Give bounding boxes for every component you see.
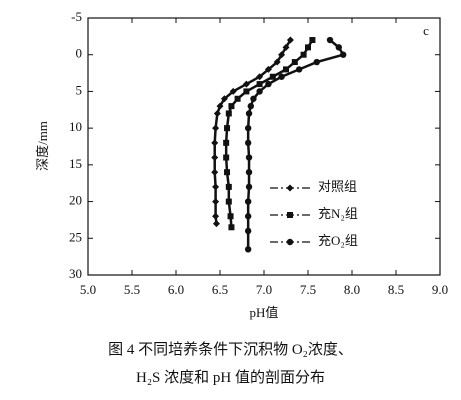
data-point [264, 65, 272, 73]
data-point [300, 51, 307, 58]
x-tick-label: 5.0 [80, 282, 96, 297]
data-point [212, 198, 220, 206]
data-point [224, 169, 231, 176]
data-point [250, 95, 257, 102]
data-point [227, 213, 234, 220]
x-tick-label: 7.5 [300, 282, 316, 297]
data-point [309, 37, 316, 44]
chart: c pH值 深度/mm 5.0 5.5 6.0 6.5 7.0 7.5 8.0 8.5 9.0 -… [35, 9, 448, 320]
data-point [269, 73, 276, 80]
data-point [244, 124, 252, 132]
legend-label: 对照组 [318, 179, 357, 194]
x-tick-label: 8.0 [344, 282, 360, 297]
data-point [291, 59, 298, 66]
data-point [242, 80, 250, 88]
data-point [273, 58, 281, 66]
data-point [212, 124, 220, 132]
data-point [220, 95, 228, 103]
data-point [245, 110, 253, 117]
data-point [223, 139, 230, 146]
y-tick-label: -5 [71, 9, 82, 24]
data-point [216, 102, 224, 110]
data-point [340, 51, 347, 58]
data-point [244, 246, 252, 253]
y-tick-label: 10 [69, 119, 82, 134]
data-point [228, 224, 235, 231]
data-point [247, 102, 254, 110]
plot-frame [87, 17, 441, 276]
caption-line: H₂S 浓度和 pH 值的剖面分布 [136, 370, 325, 386]
data-point [244, 139, 252, 147]
data-point [256, 81, 263, 88]
legend-marker [286, 184, 294, 192]
data-point [296, 66, 303, 73]
x-tick-label: 8.5 [388, 282, 404, 297]
data-point [326, 36, 334, 44]
data-point [256, 88, 263, 95]
x-axis-label: pH值 [250, 305, 279, 320]
data-point [234, 95, 241, 102]
data-point [335, 44, 342, 51]
data-point [244, 198, 252, 205]
panel-label: c [423, 23, 429, 38]
data-point [224, 125, 231, 132]
data-point [229, 87, 237, 95]
data-point [245, 169, 253, 176]
x-tick-label: 9.0 [432, 282, 448, 297]
data-point [212, 212, 220, 220]
data-point [244, 227, 252, 235]
data-point [212, 220, 220, 228]
data-point [256, 73, 264, 81]
data-point [305, 44, 311, 51]
data-point [265, 80, 272, 88]
y-axis-label: 深度/mm [35, 121, 50, 171]
legend-label: 充N₂组 [318, 206, 358, 221]
data-point [228, 103, 235, 110]
data-point [225, 198, 232, 205]
y-tick-label: 20 [69, 193, 82, 208]
legend-marker [287, 212, 293, 218]
data-point [243, 88, 250, 95]
x-tick-label: 5.5 [124, 282, 140, 297]
legend-label: 充O₂组 [318, 233, 358, 248]
x-tick-label: 6.0 [168, 282, 184, 297]
data-point [278, 51, 286, 59]
y-tick-label: 15 [69, 156, 82, 171]
data-point [211, 154, 219, 162]
data-point [213, 109, 221, 117]
data-point [282, 43, 290, 51]
data-point [245, 183, 253, 191]
data-point [211, 139, 219, 147]
y-tick-label: 5 [76, 82, 83, 97]
data-point [244, 213, 252, 220]
data-point [212, 183, 220, 191]
y-tick-label: 0 [76, 46, 83, 61]
x-tick-label: 7.0 [256, 282, 272, 297]
x-tick-label: 6.5 [212, 282, 228, 297]
y-tick-label: 25 [69, 229, 82, 244]
y-tick-label: 30 [69, 266, 82, 281]
legend-marker [286, 238, 294, 246]
data-point [223, 154, 230, 161]
caption-line: 图 4 不同培养条件下沉积物 O₂浓度、 [108, 342, 353, 358]
data-point [225, 183, 232, 190]
data-point [313, 58, 320, 66]
data-point [278, 73, 285, 80]
data-point [225, 110, 232, 117]
data-point [286, 36, 294, 44]
data-point [245, 154, 253, 161]
data-point [283, 66, 289, 73]
data-point [211, 168, 219, 176]
